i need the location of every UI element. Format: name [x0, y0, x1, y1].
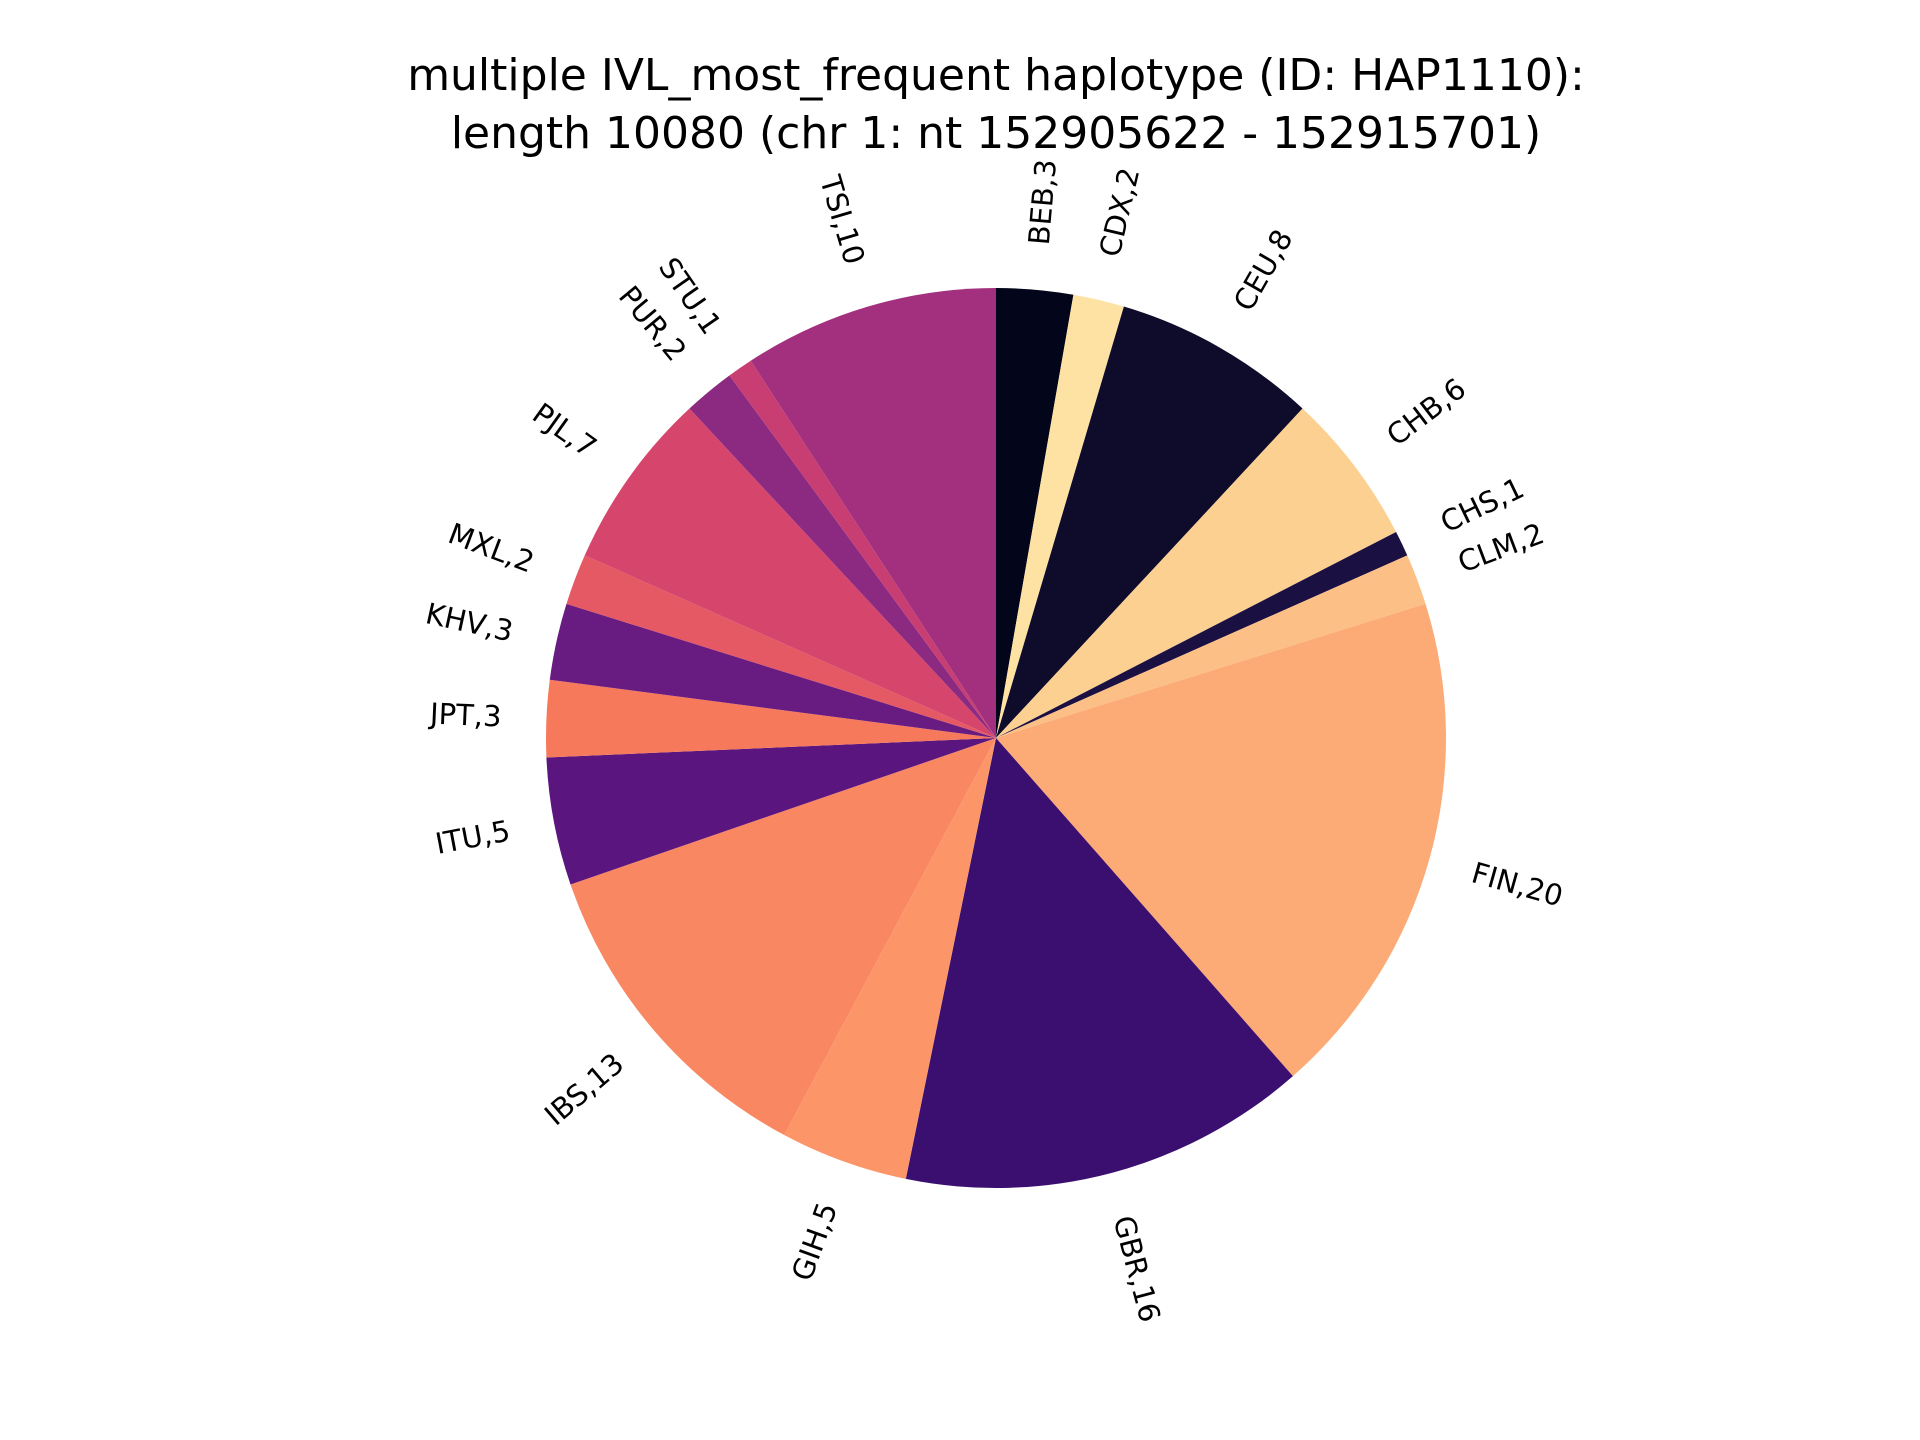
pie-slice-pjl	[584, 408, 996, 738]
pie-slice-khv	[549, 603, 996, 738]
pie-slice-gbr	[905, 738, 1293, 1189]
slice-label-khv: KHV,3	[423, 596, 517, 648]
chart-title-line-1: multiple IVL_most_frequent haplotype (ID…	[407, 50, 1585, 101]
pie-slice-stu	[729, 360, 996, 738]
slice-label-tsi: TSI,10	[813, 171, 872, 269]
pie-slice-clm	[996, 555, 1426, 738]
slice-label-beb: BEB,3	[1022, 158, 1063, 246]
slice-label-gih: GIH,5	[785, 1198, 844, 1285]
slice-label-itu: ITU,5	[433, 813, 513, 860]
pie-slice-ibs	[570, 738, 996, 1136]
slice-label-ibs: IBS,13	[538, 1046, 630, 1132]
pie-slice-chb	[996, 408, 1397, 738]
pie-slice-pur	[689, 375, 996, 738]
pie-slice-ceu	[996, 306, 1303, 738]
pie-slice-cdx	[996, 294, 1124, 738]
slice-label-chb: CHB,6	[1380, 371, 1472, 452]
slice-label-mxl: MXL,2	[444, 516, 539, 579]
pie-slice-itu	[546, 738, 996, 885]
slice-label-ceu: CEU,8	[1227, 224, 1300, 317]
pie-slice-gih	[784, 738, 996, 1179]
pie-slice-jpt	[546, 679, 996, 758]
pie-slice-tsi	[750, 288, 996, 738]
slice-label-jpt: JPT,3	[427, 696, 502, 733]
pie-slice-chs	[996, 531, 1408, 738]
slice-label-cdx: CDX,2	[1093, 164, 1147, 260]
chart-title-line-2: length 10080 (chr 1: nt 152905622 - 1529…	[451, 108, 1541, 159]
slice-label-gbr: GBR,16	[1107, 1212, 1168, 1326]
pie-slices	[546, 288, 1446, 1189]
pie-slice-mxl	[566, 555, 996, 738]
slice-label-fin: FIN,20	[1468, 855, 1567, 913]
pie-slice-beb	[996, 288, 1074, 738]
pie-slice-fin	[996, 603, 1446, 1077]
slice-label-pjl: PJL,7	[526, 396, 603, 464]
